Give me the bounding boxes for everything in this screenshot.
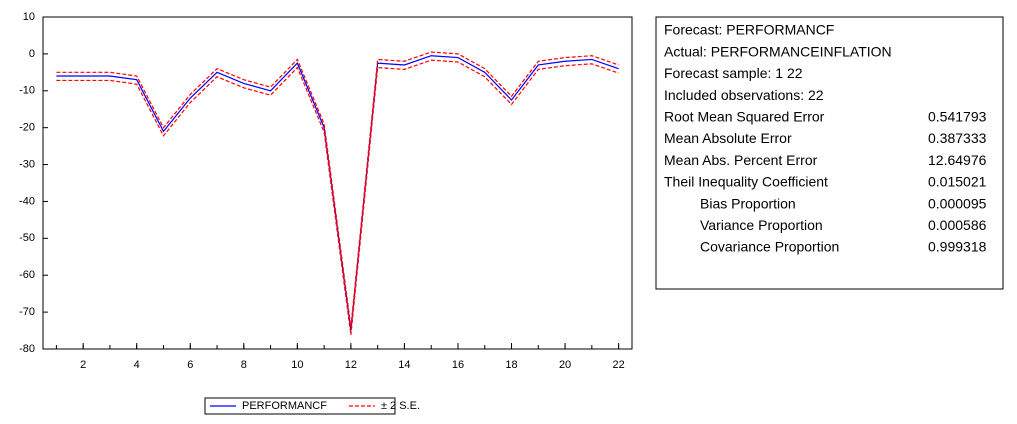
x-tick-label: 8: [241, 359, 247, 371]
stats-header: Included observations: 22: [664, 87, 824, 103]
stat-value: 0.541793: [928, 109, 987, 125]
stat-label: Covariance Proportion: [700, 239, 839, 255]
y-tick-label: -60: [19, 269, 35, 281]
y-tick-label: 0: [29, 48, 35, 60]
y-tick-label: -50: [19, 232, 35, 244]
stats-header: Forecast sample: 1 22: [664, 65, 803, 81]
stat-value: 12.64976: [928, 152, 987, 168]
stat-value: 0.015021: [928, 174, 987, 190]
plot-frame: [42, 16, 633, 350]
x-tick-label: 2: [80, 359, 86, 371]
x-tick-label: 6: [187, 359, 193, 371]
stat-value: 0.000586: [928, 217, 987, 233]
x-tick-label: 10: [291, 359, 303, 371]
stat-value: 0.387333: [928, 130, 987, 146]
x-tick-label: 4: [134, 359, 140, 371]
y-tick-label: -20: [19, 122, 35, 134]
stat-label: Bias Proportion: [700, 195, 796, 211]
stat-label: Root Mean Squared Error: [664, 109, 825, 125]
stat-label: Theil Inequality Coefficient: [664, 174, 828, 190]
x-tick-label: 20: [559, 359, 571, 371]
series-line: [56, 51, 619, 327]
y-tick-label: -30: [19, 158, 35, 170]
legend-label: PERFORMANCF: [242, 400, 327, 412]
stats-header: Actual: PERFORMANCEINFLATION: [664, 43, 892, 59]
legend-label: ± 2 S.E.: [381, 400, 420, 412]
x-tick-label: 12: [345, 359, 357, 371]
stats-box: [655, 16, 1004, 290]
x-tick-label: 22: [612, 359, 624, 371]
series-line: [56, 55, 619, 331]
stats-header: Forecast: PERFORMANCF: [664, 22, 834, 38]
legend-box: [204, 397, 396, 415]
y-tick-label: -80: [19, 343, 35, 355]
series-line: [56, 59, 619, 336]
y-tick-label: -40: [19, 195, 35, 207]
stat-label: Mean Abs. Percent Error: [664, 152, 818, 168]
stat-value: 0.000095: [928, 195, 987, 211]
y-tick-label: -70: [19, 306, 35, 318]
x-tick-label: 14: [398, 359, 410, 371]
stat-label: Variance Proportion: [700, 217, 823, 233]
x-tick-label: 16: [452, 359, 464, 371]
x-tick-label: 18: [505, 359, 517, 371]
stat-label: Mean Absolute Error: [664, 130, 792, 146]
y-tick-label: 10: [23, 11, 35, 23]
y-tick-label: -10: [19, 85, 35, 97]
stat-value: 0.999318: [928, 239, 987, 255]
